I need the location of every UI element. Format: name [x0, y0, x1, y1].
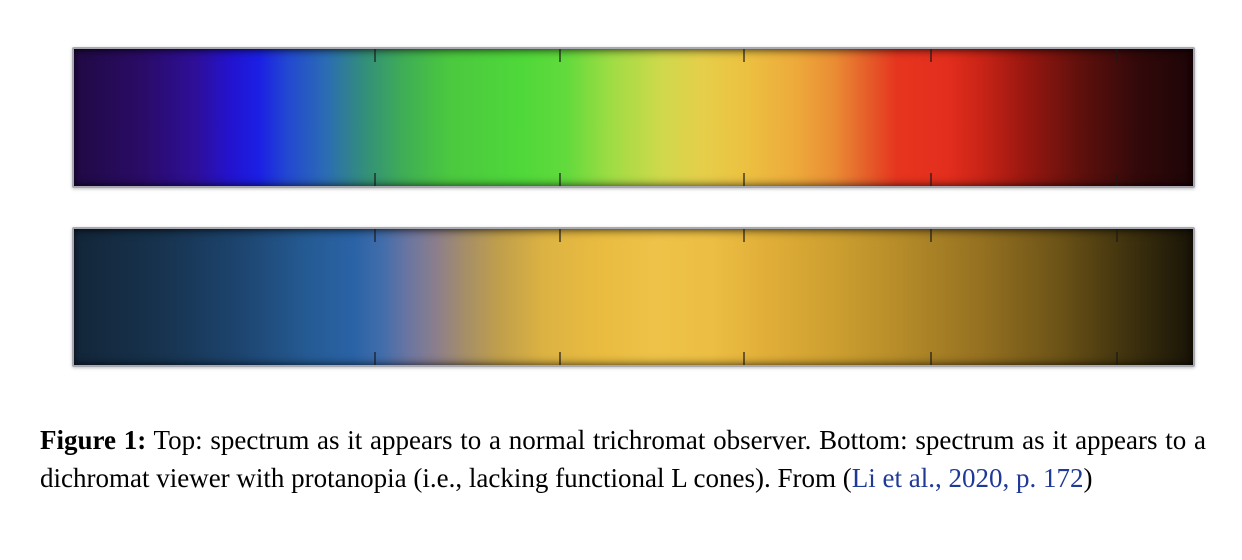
wavelength-tick: [743, 352, 746, 365]
wavelength-tick: [558, 352, 561, 365]
wavelength-tick: [373, 173, 376, 186]
wavelength-tick: [558, 49, 561, 62]
wavelength-tick: [743, 49, 746, 62]
citation-close-paren: ): [1083, 462, 1093, 493]
wavelength-tick: [1115, 352, 1118, 365]
wavelength-tick: [930, 229, 933, 242]
citation-link[interactable]: Li et al., 2020, p. 172: [851, 462, 1084, 493]
wavelength-tick: [558, 173, 561, 186]
wavelength-tick: [743, 229, 746, 242]
wavelength-tick: [1115, 173, 1118, 186]
vignette-overlay: [74, 49, 1193, 186]
vignette-overlay: [74, 229, 1193, 365]
spectrum-protanopia-bar: [72, 227, 1195, 367]
caption-label: Figure 1:: [40, 425, 147, 455]
wavelength-tick: [1115, 229, 1118, 242]
citation-open-paren: (: [842, 462, 852, 493]
wavelength-tick: [930, 49, 933, 62]
wavelength-tick: [743, 173, 746, 186]
wavelength-tick: [930, 173, 933, 186]
spectrum-trichromat-bar: [72, 47, 1195, 188]
wavelength-tick: [373, 49, 376, 62]
wavelength-tick: [373, 229, 376, 242]
wavelength-tick: [930, 352, 933, 365]
wavelength-tick: [373, 352, 376, 365]
caption-text: Top: spectrum as it appears to a normal …: [40, 425, 1206, 493]
figure-caption: Figure 1: Top: spectrum as it appears to…: [40, 422, 1206, 497]
wavelength-tick: [1115, 49, 1118, 62]
wavelength-tick: [558, 229, 561, 242]
